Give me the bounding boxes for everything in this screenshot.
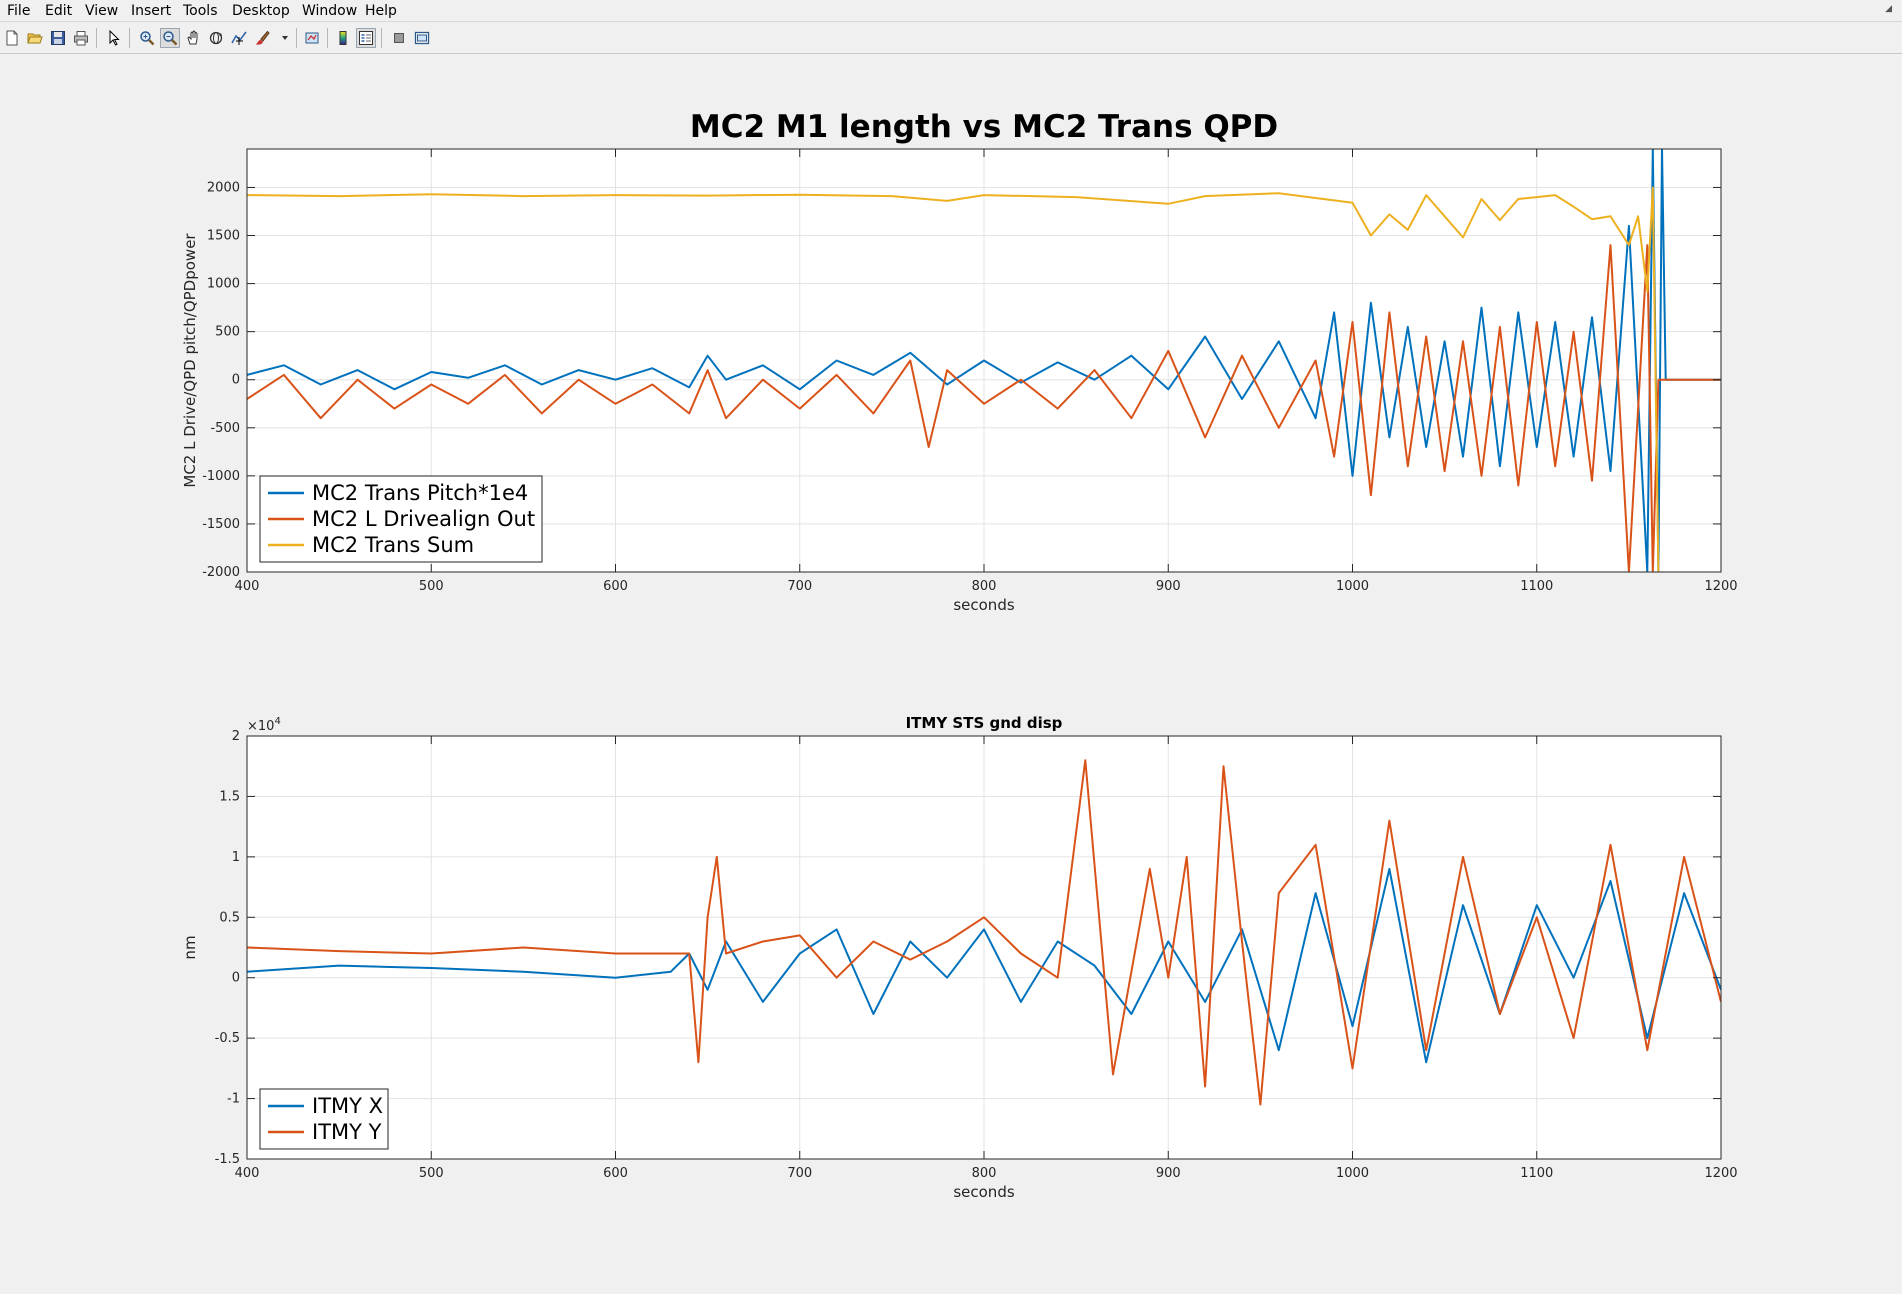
menu-insert[interactable]: Insert: [131, 3, 172, 19]
menu-desktop[interactable]: Desktop: [232, 3, 290, 19]
chart-0: 400 500 600 700 800 900 1000 1100 1200 -2000 -1500…: [181, 109, 1738, 614]
y-tick-label: 1000: [207, 277, 240, 292]
x-tick-label: 400: [235, 1166, 260, 1181]
toolbar-separator: [96, 28, 97, 48]
x-tick-label: 1100: [1520, 579, 1553, 594]
x-tick-label: 500: [419, 579, 444, 594]
menu-view[interactable]: View: [85, 3, 119, 19]
y-tick-label: -1.5: [215, 1152, 240, 1167]
menu-bar: File Edit View Insert Tools Desktop Wind…: [0, 0, 1902, 22]
data-cursor-icon[interactable]: [229, 28, 249, 48]
zoom-in-icon[interactable]: [137, 28, 157, 48]
show-plot-tools-icon[interactable]: [412, 28, 432, 48]
x-tick-label: 800: [972, 579, 997, 594]
axis-exponent-label: ×104: [247, 716, 281, 734]
toolbar-separator: [381, 28, 382, 48]
open-file-icon[interactable]: [25, 28, 45, 48]
menu-window[interactable]: Window: [302, 3, 358, 19]
y-tick-label: -500: [210, 421, 240, 436]
y-tick-label: -1500: [202, 517, 240, 532]
x-tick-label: 1000: [1336, 1166, 1369, 1181]
menu-edit[interactable]: Edit: [45, 3, 73, 19]
legend-label-0: MC2 Trans Pitch*1e4: [312, 481, 528, 505]
legend-label-1: ITMY Y: [312, 1120, 382, 1144]
x-tick-label: 1200: [1704, 579, 1737, 594]
x-tick-label: 700: [787, 579, 812, 594]
y-tick-label: 500: [215, 325, 240, 340]
chart-title: MC2 M1 length vs MC2 Trans QPD: [690, 109, 1278, 145]
x-tick-label: 1200: [1704, 1166, 1737, 1181]
chart-title: ITMY STS gnd disp: [906, 714, 1063, 732]
y-tick-label: 1.5: [219, 789, 240, 804]
y-tick-label: -2000: [202, 565, 240, 580]
legend-label-2: MC2 Trans Sum: [312, 533, 474, 557]
y-tick-label: -0.5: [215, 1031, 240, 1046]
x-tick-label: 700: [787, 1166, 812, 1181]
figure-canvas: 400 500 600 700 800 900 1000 1100 1200-2000-1500…: [181, 109, 1738, 1201]
y-axis-label: nm: [181, 935, 199, 959]
x-tick-label: 900: [1156, 579, 1181, 594]
link-data-icon[interactable]: [302, 28, 322, 48]
x-tick-label: 800: [972, 1166, 997, 1181]
pointer-icon[interactable]: [104, 28, 124, 48]
figure-window: 400 500 600 700 800 900 1000 1100 1200 -2000 -1500…: [0, 54, 1902, 1294]
x-tick-label: 600: [603, 579, 628, 594]
link-plot-icon[interactable]: [275, 28, 295, 48]
x-tick-label: 1100: [1520, 1166, 1553, 1181]
y-tick-label: -1: [227, 1092, 240, 1107]
rotate-icon[interactable]: [206, 28, 226, 48]
legend-icon[interactable]: [356, 28, 376, 48]
x-tick-label: 400: [235, 579, 260, 594]
y-tick-label: 0: [232, 373, 240, 388]
x-axis-label: seconds: [953, 1183, 1014, 1201]
legend-label-0: ITMY X: [312, 1094, 383, 1118]
dock-arrow-icon[interactable]: ◢: [1885, 4, 1892, 14]
new-figure-icon[interactable]: [2, 28, 22, 48]
y-tick-label: 1: [232, 850, 240, 865]
toolbar: [0, 22, 1902, 54]
chart-1: 400 500 600 700 800 900 1000 1100 1200 -1.5 -1 -0.5…: [181, 714, 1738, 1201]
print-icon[interactable]: [71, 28, 91, 48]
x-tick-label: 500: [419, 1166, 444, 1181]
save-icon[interactable]: [48, 28, 68, 48]
toolbar-separator: [327, 28, 328, 48]
y-tick-label: -1000: [202, 469, 240, 484]
brush-icon[interactable]: [252, 28, 272, 48]
legend-label-1: MC2 L Drivealign Out: [312, 507, 535, 531]
x-tick-label: 600: [603, 1166, 628, 1181]
legend-box: [259, 475, 543, 563]
menu-file[interactable]: File: [7, 3, 31, 19]
menu-help[interactable]: Help: [365, 3, 397, 19]
colorbar-icon[interactable]: [333, 28, 353, 48]
x-tick-label: 900: [1156, 1166, 1181, 1181]
series-line-1: [247, 759, 1721, 1106]
y-tick-label: 1500: [207, 229, 240, 244]
x-tick-label: 1000: [1336, 579, 1369, 594]
series-line-0: [247, 149, 1721, 572]
y-tick-label: 2: [232, 729, 240, 744]
y-tick-label: 0.5: [219, 910, 240, 925]
zoom-out-icon[interactable]: [160, 28, 180, 48]
y-axis-label: MC2 L Drive/QPD pitch/QPDpower: [181, 233, 199, 488]
pan-icon[interactable]: [183, 28, 203, 48]
series-line-2: [247, 186, 1660, 572]
series-line-1: [247, 244, 1721, 572]
y-tick-label: 0: [232, 971, 240, 986]
toolbar-separator: [296, 28, 297, 48]
x-axis-label: seconds: [953, 596, 1014, 614]
hide-plot-tools-icon[interactable]: [389, 28, 409, 48]
y-tick-label: 2000: [207, 180, 240, 195]
menu-tools[interactable]: Tools: [183, 3, 218, 19]
legend-box: [259, 1088, 389, 1150]
toolbar-separator: [129, 28, 130, 48]
